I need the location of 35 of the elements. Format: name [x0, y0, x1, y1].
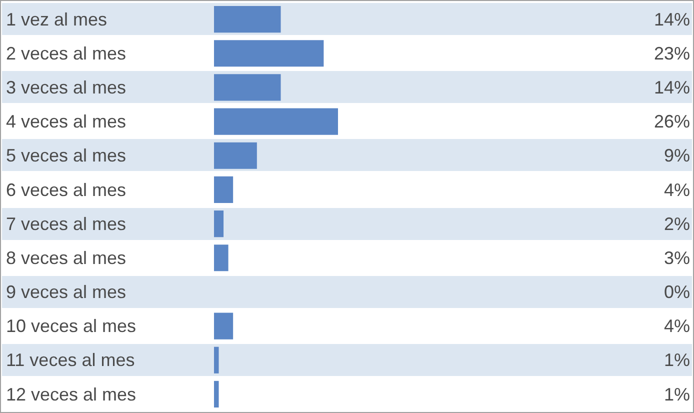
y-tick-label: 5 veces al mes — [6, 146, 126, 166]
data-label: 1% — [664, 350, 690, 370]
y-tick-label: 11 veces al mes — [6, 350, 135, 370]
data-label: 14% — [654, 9, 690, 30]
y-tick-label: 1 vez al mes — [6, 9, 108, 30]
y-tick-label: 8 veces al mes — [6, 248, 126, 268]
bar — [214, 176, 234, 203]
data-label: 1% — [664, 384, 690, 404]
bar — [214, 380, 219, 408]
bar — [214, 40, 324, 67]
y-tick-label: 3 veces al mes — [6, 78, 126, 98]
bar — [214, 210, 224, 238]
data-label: 2% — [664, 214, 690, 234]
data-label: 4% — [664, 316, 690, 336]
y-tick-label: 6 veces al mes — [6, 180, 126, 200]
y-tick-label: 10 veces al mes — [6, 316, 136, 336]
bar — [214, 6, 281, 33]
data-label: 23% — [654, 43, 690, 64]
data-label: 3% — [664, 248, 690, 268]
data-label: 4% — [664, 180, 690, 200]
y-tick-label: 9 veces al mes — [6, 282, 126, 302]
bar — [214, 74, 281, 101]
bar — [214, 142, 257, 169]
y-tick-label: 4 veces al mes — [6, 112, 126, 132]
data-label: 26% — [654, 112, 690, 132]
data-label: 14% — [654, 78, 690, 98]
bar — [214, 346, 219, 374]
y-tick-label: 2 veces al mes — [6, 43, 126, 64]
data-label: 0% — [664, 282, 690, 302]
y-tick-label: 12 veces al mes — [6, 384, 136, 404]
bar — [214, 244, 228, 272]
data-label: 9% — [664, 146, 690, 166]
y-tick-label: 7 veces al mes — [6, 214, 126, 234]
bar — [214, 312, 234, 340]
bar — [214, 108, 338, 135]
